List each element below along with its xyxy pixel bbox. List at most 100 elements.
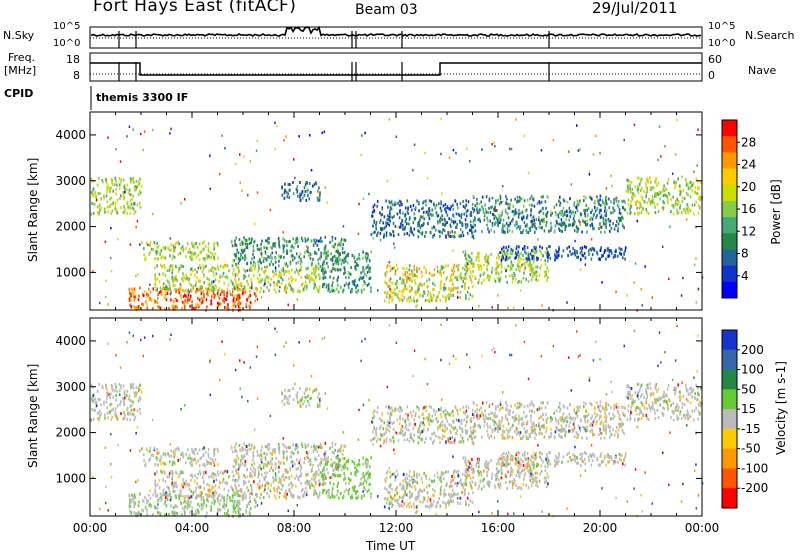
power-cell xyxy=(286,244,288,248)
velocity-cell xyxy=(340,446,342,450)
power-cell xyxy=(636,200,638,203)
velocity-cell xyxy=(198,494,201,498)
power-cell xyxy=(440,192,443,195)
power-cell xyxy=(511,219,513,223)
velocity-cell xyxy=(236,494,239,498)
power-cell xyxy=(525,257,528,261)
power-cell xyxy=(411,279,413,283)
velocity-cell xyxy=(410,494,412,498)
power-cell xyxy=(372,224,374,228)
power-cell xyxy=(398,298,401,302)
velocity-cell xyxy=(123,399,125,403)
power-cell xyxy=(424,151,426,155)
velocity-cell xyxy=(358,459,360,462)
power-cell xyxy=(364,255,367,259)
power-cell xyxy=(446,294,449,298)
power-cell xyxy=(439,234,441,238)
power-cell xyxy=(393,246,396,249)
power-cell xyxy=(343,251,346,254)
power-cell xyxy=(166,269,169,273)
velocity-cell xyxy=(182,453,185,457)
power-cell xyxy=(149,243,151,247)
power-cell xyxy=(543,229,546,233)
power-cell xyxy=(634,262,637,265)
power-cell xyxy=(391,299,393,303)
velocity-cell xyxy=(133,503,136,507)
velocity-cell xyxy=(129,418,132,422)
power-cell xyxy=(273,272,275,275)
velocity-cell xyxy=(245,451,248,455)
power-cell xyxy=(476,208,478,212)
velocity-cell xyxy=(297,450,299,454)
power-cell xyxy=(478,208,481,212)
power-cell xyxy=(290,279,293,283)
power-cell xyxy=(395,282,398,286)
power-cell xyxy=(178,291,181,295)
velocity-cell xyxy=(392,496,395,500)
noise-panel xyxy=(89,25,703,49)
power-cell xyxy=(470,228,472,232)
power-cell xyxy=(204,265,207,269)
power-cell xyxy=(471,274,474,278)
power-cell xyxy=(385,265,388,269)
power-cell xyxy=(531,266,533,270)
power-cell xyxy=(540,252,543,256)
power-cell xyxy=(684,178,687,181)
power-cell xyxy=(250,238,253,241)
power-cell xyxy=(120,206,122,210)
velocity-cell xyxy=(108,392,110,396)
power-cell xyxy=(497,221,500,225)
velocity-cell xyxy=(321,482,324,486)
power-cell xyxy=(522,258,525,261)
power-cell xyxy=(416,199,418,203)
power-cell xyxy=(693,170,695,173)
power-cell xyxy=(232,272,234,276)
velocity-cell xyxy=(312,474,315,477)
power-cell xyxy=(449,291,452,295)
power-cell xyxy=(218,296,221,300)
power-cell xyxy=(527,171,530,175)
power-cell xyxy=(328,287,330,291)
power-cell xyxy=(182,249,185,253)
power-cell xyxy=(472,194,475,198)
velocity-cell xyxy=(202,503,204,507)
velocity-cell xyxy=(180,452,182,456)
power-cell xyxy=(697,211,700,215)
power-cell xyxy=(388,218,391,221)
velocity-cell xyxy=(106,406,108,410)
velocity-cell xyxy=(356,490,359,493)
power-cell xyxy=(583,220,586,224)
power-cell xyxy=(448,288,451,292)
power-cell xyxy=(399,203,401,207)
velocity-cell xyxy=(204,471,207,475)
velocity-cell xyxy=(208,475,210,479)
power-cell xyxy=(423,265,425,269)
power-cell xyxy=(545,206,547,210)
power-cell xyxy=(601,281,603,284)
velocity-cell xyxy=(443,494,445,498)
velocity-cell xyxy=(217,473,220,477)
power-cell xyxy=(299,199,302,202)
power-cell xyxy=(264,252,267,256)
power-cell xyxy=(252,264,254,268)
velocity-cell xyxy=(304,481,307,485)
power-cell xyxy=(286,252,289,255)
power-cell xyxy=(230,279,232,283)
power-cell xyxy=(241,288,244,292)
power-cell xyxy=(478,202,481,206)
power-cell xyxy=(453,269,455,273)
power-cell xyxy=(620,247,623,251)
velocity-cell xyxy=(345,460,348,464)
power-cell xyxy=(592,214,595,218)
power-cell xyxy=(547,269,550,273)
power-cell xyxy=(456,276,459,280)
power-cell xyxy=(108,186,110,190)
power-cell xyxy=(303,255,305,259)
velocity-cell xyxy=(455,481,457,485)
velocity-cell xyxy=(350,472,352,476)
power-cell xyxy=(636,200,639,203)
power-cell xyxy=(223,290,225,294)
velocity-cell xyxy=(308,459,310,463)
power-cell xyxy=(468,267,470,271)
power-cell xyxy=(334,259,337,263)
